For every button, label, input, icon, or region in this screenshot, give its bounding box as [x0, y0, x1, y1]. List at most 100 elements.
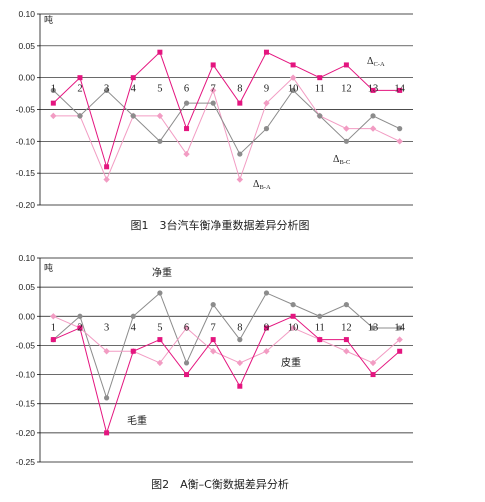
data-point — [263, 348, 270, 355]
y-tick-label: -0.20 — [16, 428, 36, 438]
series-line — [53, 315, 401, 435]
unit-label: 吨 — [44, 14, 53, 26]
y-tick-label: -0.05 — [16, 105, 36, 115]
series-3 — [50, 49, 403, 170]
series-label-subscript: B-C — [339, 159, 350, 166]
series-label: ΔC-A — [367, 56, 385, 68]
series-2 — [50, 313, 403, 367]
series-label: ΔB-C — [333, 154, 350, 166]
x-tick-label: 10 — [288, 84, 299, 95]
x-tick-label: 4 — [131, 322, 137, 333]
data-point — [237, 100, 243, 106]
data-point — [343, 337, 349, 343]
data-point — [343, 125, 350, 132]
x-tick-label: 1 — [51, 322, 56, 333]
x-tick-label: 8 — [237, 322, 242, 333]
y-tick-label: -0.25 — [16, 457, 36, 467]
data-point — [156, 359, 164, 367]
data-point — [237, 383, 243, 389]
x-tick-label: 11 — [315, 84, 325, 95]
data-point — [157, 49, 163, 55]
series-1 — [50, 290, 403, 401]
unit-label: 吨 — [44, 262, 53, 274]
data-point — [290, 62, 296, 68]
data-point — [397, 325, 403, 331]
series-2 — [50, 87, 403, 157]
data-point — [236, 359, 244, 367]
data-point — [343, 348, 350, 355]
x-tick-label: 3 — [104, 322, 109, 333]
y-tick-label: 0.05 — [18, 282, 35, 292]
data-point — [290, 313, 296, 319]
series-label-symbol: Δ — [367, 56, 374, 67]
data-point — [290, 87, 296, 93]
data-point — [77, 313, 83, 319]
data-point — [370, 372, 376, 378]
y-tick-label: -0.10 — [16, 136, 36, 146]
data-point — [343, 62, 349, 68]
data-point — [77, 325, 83, 331]
y-tick-label: -0.20 — [16, 200, 36, 210]
data-point — [157, 337, 163, 343]
data-point — [103, 176, 110, 183]
data-point — [263, 290, 270, 296]
data-point — [50, 100, 56, 106]
series-label: 毛重 — [127, 414, 147, 427]
data-point — [209, 348, 217, 355]
x-tick-label: 9 — [264, 84, 269, 95]
series-label-subscript: B-A — [259, 184, 271, 191]
y-tick-label: 0.00 — [18, 73, 35, 83]
series-line — [53, 76, 400, 182]
data-point — [263, 325, 269, 331]
data-point — [77, 113, 83, 119]
x-tick-label: 14 — [394, 322, 405, 333]
series-label-subscript: C-A — [373, 61, 385, 68]
data-point — [156, 112, 164, 120]
y-tick-label: 0.10 — [18, 9, 35, 19]
data-point — [263, 126, 270, 132]
data-point — [104, 87, 110, 93]
data-point — [343, 138, 349, 144]
data-point — [130, 75, 136, 81]
series-label: 皮重 — [281, 356, 301, 369]
x-tick-label: 11 — [315, 322, 325, 333]
data-point — [370, 325, 376, 331]
series-line — [52, 89, 400, 155]
y-tick-label: -0.15 — [16, 168, 36, 178]
data-point — [237, 337, 243, 343]
data-point — [210, 302, 216, 308]
x-tick-label: 7 — [211, 322, 216, 333]
series-3 — [50, 313, 403, 436]
data-point — [183, 324, 190, 332]
x-tick-label: 5 — [157, 322, 162, 333]
x-tick-label: 6 — [184, 322, 189, 333]
data-point — [183, 100, 190, 106]
data-point — [397, 126, 403, 132]
data-point — [50, 87, 56, 93]
x-tick-label: 12 — [341, 322, 352, 333]
data-point — [130, 348, 136, 354]
data-point — [209, 87, 217, 94]
x-tick-label: 2 — [77, 322, 82, 333]
data-point — [77, 75, 83, 81]
data-point — [317, 75, 323, 81]
x-tick-label: 12 — [341, 84, 352, 95]
series-line — [53, 315, 401, 364]
y-tick-label: -0.10 — [16, 370, 36, 380]
data-point — [317, 313, 323, 319]
x-tick-label: 5 — [157, 84, 162, 95]
x-tick-label: 1 — [51, 84, 56, 95]
data-point — [210, 337, 216, 343]
data-point — [369, 125, 377, 132]
x-tick-label: 2 — [77, 84, 82, 95]
series-label: ΔB-A — [253, 179, 271, 191]
data-point — [104, 164, 110, 170]
data-point — [370, 113, 376, 119]
data-point — [183, 360, 190, 366]
data-point — [397, 348, 403, 354]
data-point — [263, 49, 269, 55]
data-point — [103, 348, 110, 355]
data-point — [157, 138, 163, 144]
series-1 — [50, 74, 403, 183]
